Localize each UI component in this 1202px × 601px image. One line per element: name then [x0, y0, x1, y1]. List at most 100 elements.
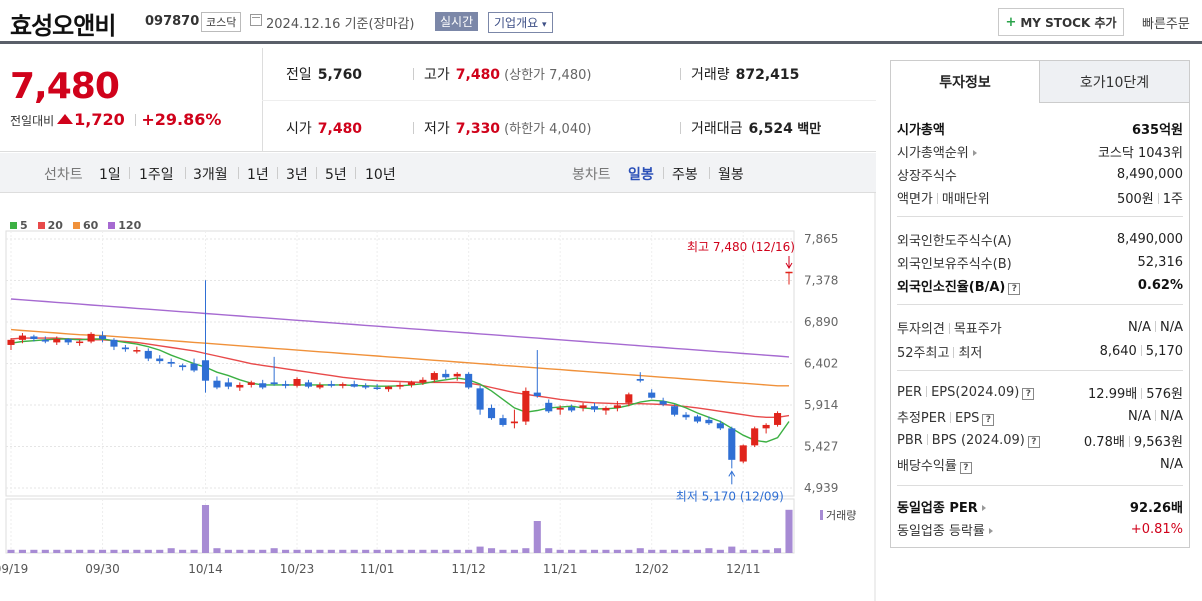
range-1d[interactable]: 1일	[99, 167, 121, 183]
tab-order-book[interactable]: 호가10단계	[1040, 61, 1189, 103]
company-overview-button[interactable]: 기업개요 ▾	[488, 12, 553, 33]
candle-weekly[interactable]: 주봉	[672, 167, 698, 183]
candle-body	[476, 388, 484, 410]
mystock-add-button[interactable]: + MY STOCK 추가	[998, 8, 1124, 36]
candle-body	[762, 424, 770, 429]
range-1y[interactable]: 1년	[247, 167, 269, 183]
help-icon[interactable]: ?	[1022, 387, 1035, 400]
range-3m[interactable]: 3개월	[193, 167, 228, 183]
price-chart: 5 20 60 120 7,865 7,378 6,890 6,402 5,914 5,4…	[0, 193, 876, 601]
y-tick-label: 6,890	[804, 315, 838, 329]
industry-rate-link[interactable]: 동일업종 등락률	[897, 520, 993, 539]
date-text: 2024.12.16 기준(장마감)	[266, 17, 415, 32]
est-eps-label: EPS	[955, 410, 980, 426]
market-cap-value: 635억원	[1131, 122, 1183, 138]
volume-bar	[144, 549, 152, 553]
volume-bar	[545, 548, 553, 553]
legend-ma120-label: 120	[118, 219, 142, 232]
range-1w[interactable]: 1주일	[139, 167, 174, 183]
volume-label: 거래량	[826, 509, 856, 522]
divider	[897, 216, 1183, 217]
candle-body	[522, 390, 530, 422]
volume-bar	[671, 549, 679, 553]
volume-bar	[510, 549, 518, 553]
candle-body	[98, 335, 107, 339]
per-eps-row: PER EPS(2024.09)? 12.99배 576원	[897, 382, 1183, 402]
candle-body	[453, 373, 461, 377]
volume-bar	[774, 548, 782, 553]
candle-body	[259, 383, 267, 388]
market-cap-row: 시가총액 635억원	[897, 118, 1183, 138]
ma5-line	[10, 338, 790, 443]
industry-rate-row: 동일업종 등락률 +0.81%	[897, 519, 1183, 539]
market-cap-rank-link[interactable]: 시가총액순위	[897, 142, 977, 161]
help-icon[interactable]: ?	[1027, 435, 1040, 448]
candle-body	[144, 350, 152, 359]
volume-bar	[373, 549, 381, 553]
range-5y[interactable]: 5년	[325, 167, 347, 183]
legend-ma60-label: 60	[82, 219, 99, 232]
x-tick-label: 10/14	[188, 562, 223, 576]
volume-bar	[419, 549, 427, 553]
volume-bar	[121, 549, 129, 553]
realtime-button[interactable]: 실시간	[435, 12, 479, 31]
candle-body	[693, 416, 702, 422]
candle-body	[201, 360, 210, 381]
divider	[1141, 387, 1143, 399]
volume-bar	[167, 548, 175, 553]
volume-bar	[133, 549, 141, 553]
quick-order-link[interactable]: 빠른주문	[1142, 17, 1190, 32]
candle-body	[602, 407, 610, 411]
par-value-label: 액면가	[897, 191, 933, 207]
low-annotation: 최저 5,170 (12/09)	[676, 489, 784, 503]
volume-bar	[579, 549, 587, 553]
candle-body	[682, 414, 690, 418]
chart-canvas[interactable]: 7,865 7,378 6,890 6,402 5,914 5,427 4,939 09/19…	[0, 193, 876, 601]
help-icon[interactable]: ?	[959, 461, 972, 474]
candle-body	[282, 384, 290, 386]
volume-bar	[110, 549, 118, 553]
legend-swatch	[10, 222, 17, 229]
candle-body	[396, 384, 404, 387]
candle-body	[636, 378, 644, 381]
range-10y[interactable]: 10년	[365, 167, 396, 183]
candle-body	[7, 339, 15, 345]
candle-daily[interactable]: 일봉	[628, 167, 654, 183]
volume-bar	[625, 549, 633, 553]
industry-per-value: 92.26배	[1129, 500, 1183, 516]
industry-rate-label: 동일업종 등락률	[897, 523, 985, 539]
range-3y[interactable]: 3년	[286, 167, 308, 183]
x-tick-label: 11/01	[360, 562, 395, 576]
chart-legend: 5 20 60 120	[10, 219, 141, 232]
industry-per-label: 동일업종 PER	[897, 500, 978, 516]
par-unit-row: 액면가 매매단위 500원 1주	[897, 187, 1183, 207]
prev-close: 전일 5,760	[286, 64, 362, 84]
tab-investment-info[interactable]: 투자정보	[891, 61, 1040, 103]
x-tick-label: 10/23	[280, 562, 315, 576]
stock-code: 097870	[145, 14, 200, 29]
candle-body	[705, 419, 713, 424]
volume-bar	[465, 549, 473, 553]
help-icon[interactable]: ?	[1008, 282, 1021, 295]
candle-body	[751, 428, 759, 446]
low-value: 7,330	[455, 121, 501, 137]
volume-bar	[693, 549, 702, 553]
candle-monthly[interactable]: 월봉	[718, 167, 744, 183]
y-tick-label: 7,378	[804, 274, 838, 288]
help-icon[interactable]: ?	[982, 413, 995, 426]
info-tabs: 투자정보 호가10단계	[891, 61, 1189, 103]
industry-rate-value: +0.81%	[1130, 521, 1183, 537]
volume-bar	[30, 549, 38, 553]
volume-label: 거래량	[691, 67, 730, 83]
foreign-hold-label: 외국인보유주식수(B)	[897, 256, 1012, 272]
plus-icon: +	[1005, 14, 1017, 30]
divider	[1128, 435, 1130, 447]
industry-per-link[interactable]: 동일업종 PER	[897, 497, 986, 516]
candle-body	[671, 406, 679, 415]
candle-body	[350, 384, 358, 387]
volume-bar	[41, 549, 49, 553]
volume-bar	[648, 549, 656, 553]
candle-body	[499, 418, 507, 425]
shares-label: 상장주식수	[897, 168, 957, 184]
volume-bar	[224, 549, 232, 553]
